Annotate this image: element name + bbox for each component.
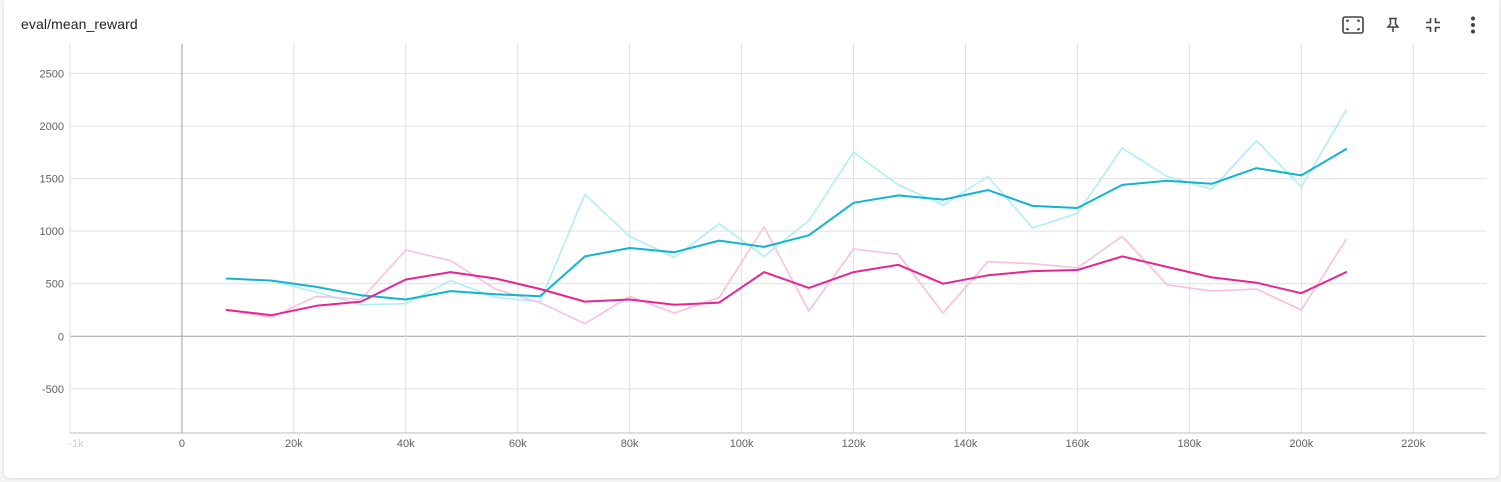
more-vert-icon <box>1471 16 1475 34</box>
x-tick-label: 60k <box>509 438 527 450</box>
x-tick-label-faint: -1k <box>68 438 84 450</box>
x-tick-label: 220k <box>1401 438 1425 450</box>
more-options-button[interactable] <box>1453 10 1493 40</box>
y-tick-label: 0 <box>58 331 64 343</box>
x-tick-label: 140k <box>954 438 978 450</box>
series-line-raw <box>225 226 1347 325</box>
card-title: eval/mean_reward <box>21 16 138 32</box>
x-tick-label: 20k <box>285 438 303 450</box>
x-tick-label: 40k <box>397 438 415 450</box>
collapse-icon <box>1426 18 1440 32</box>
series-line-smoothed <box>225 255 1348 317</box>
line-chart[interactable]: -500 0 500 1000 1500 2000 2500 0 20k 40k 60k 80k 100… <box>4 0 1499 478</box>
x-tick-label: 200k <box>1289 438 1313 450</box>
y-tick-label: 2000 <box>40 121 64 133</box>
x-tick-label: 180k <box>1177 438 1201 450</box>
series-line-smoothed <box>225 148 1348 301</box>
y-tick-label: 1000 <box>40 226 64 238</box>
fit-domain-button[interactable] <box>1333 10 1373 40</box>
y-tick-label: 500 <box>46 279 64 291</box>
x-tick-label: 0 <box>179 438 185 450</box>
y-tick-label: -500 <box>42 384 64 396</box>
card-toolbar <box>1333 10 1493 40</box>
pin-button[interactable] <box>1373 10 1413 40</box>
x-tick-label: 160k <box>1066 438 1090 450</box>
y-tick-label: 2500 <box>40 68 64 80</box>
fit-domain-icon <box>1342 16 1364 34</box>
pin-icon <box>1386 17 1400 32</box>
x-tick-label: 80k <box>621 438 639 450</box>
scalar-card: eval/mean_reward -500 0 500 1000 15 <box>4 0 1499 478</box>
y-tick-label: 1500 <box>40 174 64 186</box>
series-line-raw <box>225 109 1347 306</box>
collapse-button[interactable] <box>1413 10 1453 40</box>
x-tick-label: 100k <box>730 438 754 450</box>
x-tick-label: 120k <box>842 438 866 450</box>
